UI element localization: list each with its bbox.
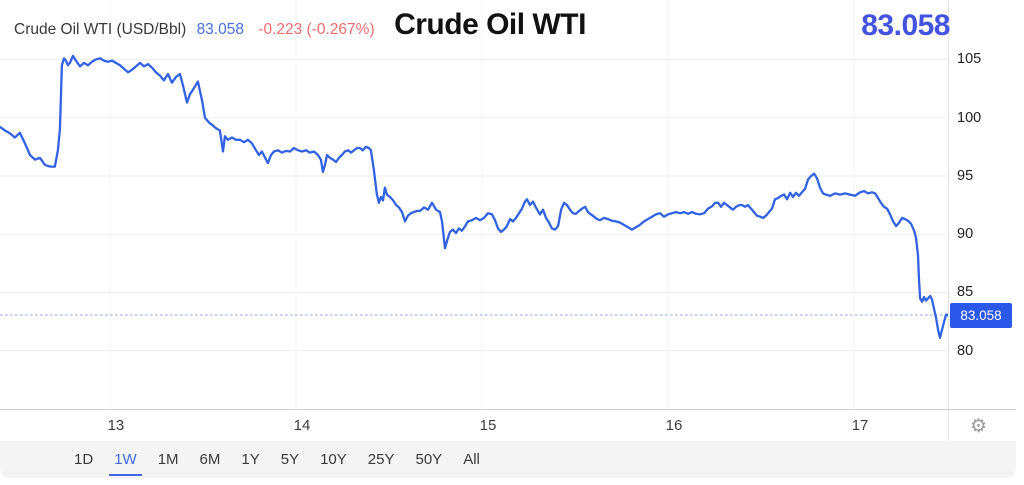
y-axis-label: 90: [957, 226, 974, 243]
y-axis-label: 80: [957, 342, 974, 359]
chart-area[interactable]: Crude Oil WTI (USD/Bbl) 83.058 -0.223 (-…: [0, 0, 1024, 441]
x-axis-line: [0, 409, 1016, 410]
instrument-name-label: Crude Oil WTI (USD/Bbl): [14, 21, 187, 38]
y-axis-line: [948, 0, 949, 441]
x-axis-label: 17: [851, 417, 869, 434]
y-axis-label: 85: [957, 284, 974, 301]
price-line-chart: [0, 0, 948, 409]
page-title: Crude Oil WTI: [394, 8, 586, 41]
range-button-1w[interactable]: 1W: [109, 450, 142, 476]
range-button-1y[interactable]: 1Y: [241, 450, 260, 468]
instrument-change-value: -0.223 (-0.267%): [258, 21, 375, 38]
range-toolbar: 1D 1W 1M 6M 1Y 5Y 10Y 25Y 50Y All: [0, 441, 1016, 478]
x-axis-label: 13: [107, 417, 125, 434]
price-line: [0, 54, 948, 340]
x-axis-label: 16: [665, 417, 683, 434]
range-button-5y[interactable]: 5Y: [280, 450, 300, 468]
range-button-1m[interactable]: 1M: [157, 450, 179, 468]
x-axis-label: 15: [479, 417, 497, 434]
x-axis-label: 14: [293, 417, 311, 434]
range-button-6m[interactable]: 6M: [199, 450, 221, 468]
instrument-price-value: 83.058: [196, 21, 244, 38]
range-buttons-group: 1D 1W 1M 6M 1Y 5Y 10Y 25Y 50Y All: [72, 450, 482, 476]
current-price-display: 83.058: [861, 9, 950, 42]
range-button-50y[interactable]: 50Y: [415, 450, 443, 468]
range-button-10y[interactable]: 10Y: [320, 450, 347, 468]
y-axis-label: 95: [957, 167, 974, 184]
range-button-all[interactable]: All: [463, 450, 480, 468]
y-axis-label: 105: [957, 51, 982, 68]
instrument-header: Crude Oil WTI (USD/Bbl) 83.058 -0.223 (-…: [14, 21, 375, 39]
range-button-25y[interactable]: 25Y: [367, 450, 395, 468]
range-button-1d[interactable]: 1D: [74, 450, 94, 468]
settings-gear-icon[interactable]: ⚙: [970, 416, 988, 437]
y-axis-label: 100: [957, 109, 982, 126]
current-price-badge: 83.058: [950, 302, 1012, 328]
